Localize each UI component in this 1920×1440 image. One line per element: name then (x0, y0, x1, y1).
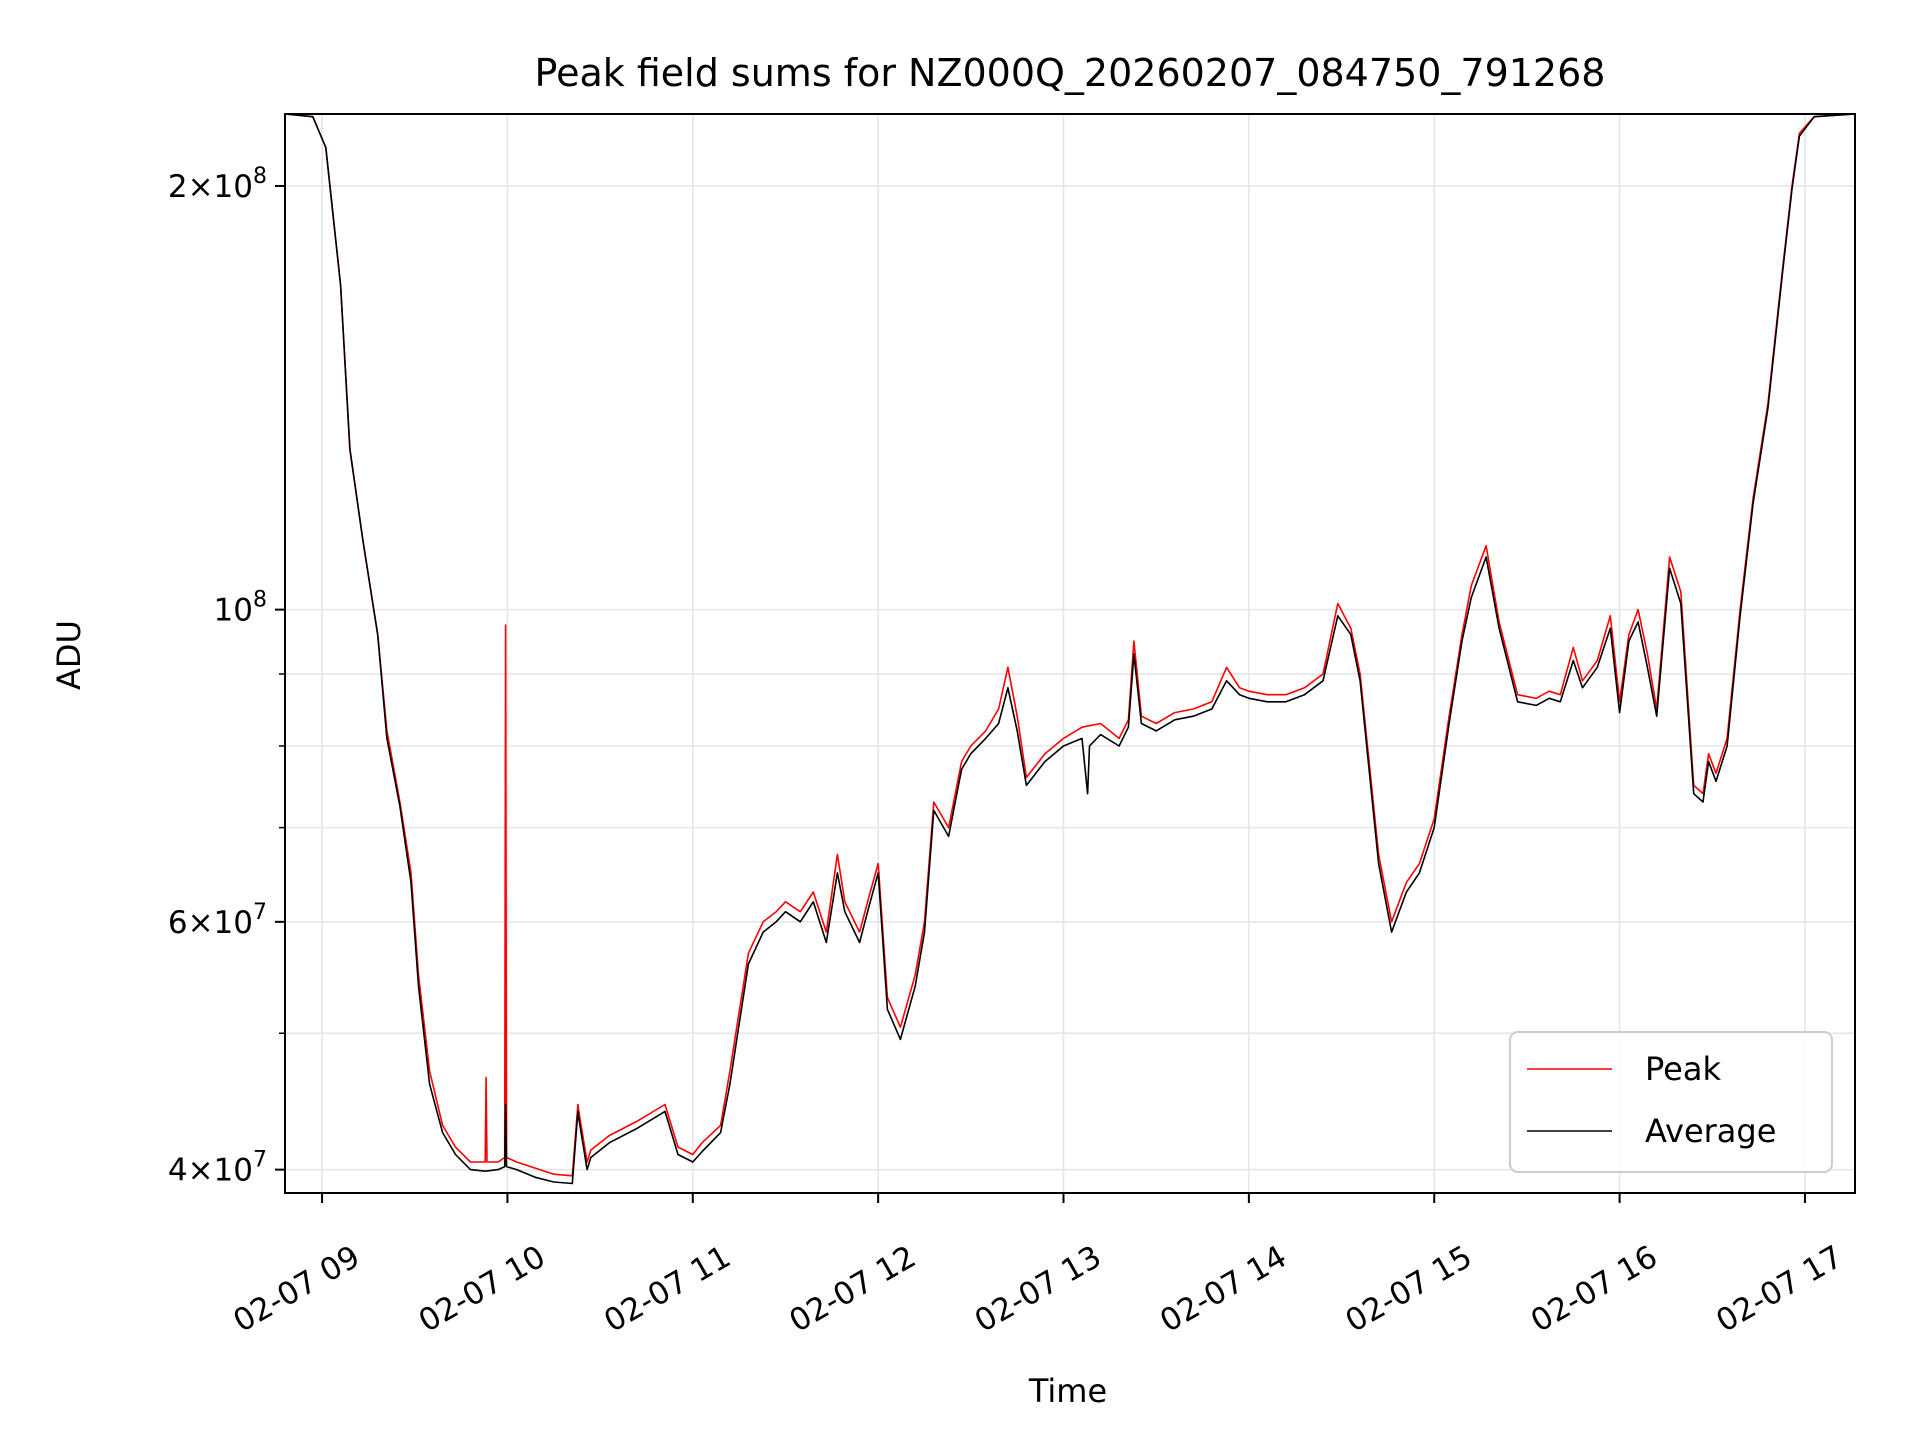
series-line-average (285, 114, 1855, 1185)
legend: Peak Average (1509, 1031, 1833, 1173)
y-tick-label: 108 (214, 588, 267, 629)
y-tick-label: 4×107 (168, 1148, 267, 1189)
legend-box (1509, 1031, 1833, 1173)
legend-label-average: Average (1645, 1112, 1776, 1150)
x-axis-label: Time (1028, 1372, 1107, 1410)
y-axis-ticks: 4×107 6×107 108 2×108 (168, 164, 285, 1189)
y-axis-label: ADU (50, 620, 88, 690)
series-line-peak (285, 114, 1855, 1177)
legend-label-peak: Peak (1645, 1050, 1721, 1088)
y-tick-label: 2×108 (168, 164, 267, 205)
chart-title: Peak field sums for NZ000Q_20260207_0847… (535, 51, 1606, 95)
y-tick-label: 6×107 (168, 900, 267, 941)
plot-lines (285, 114, 1855, 1185)
plot-frame (284, 113, 1856, 1194)
